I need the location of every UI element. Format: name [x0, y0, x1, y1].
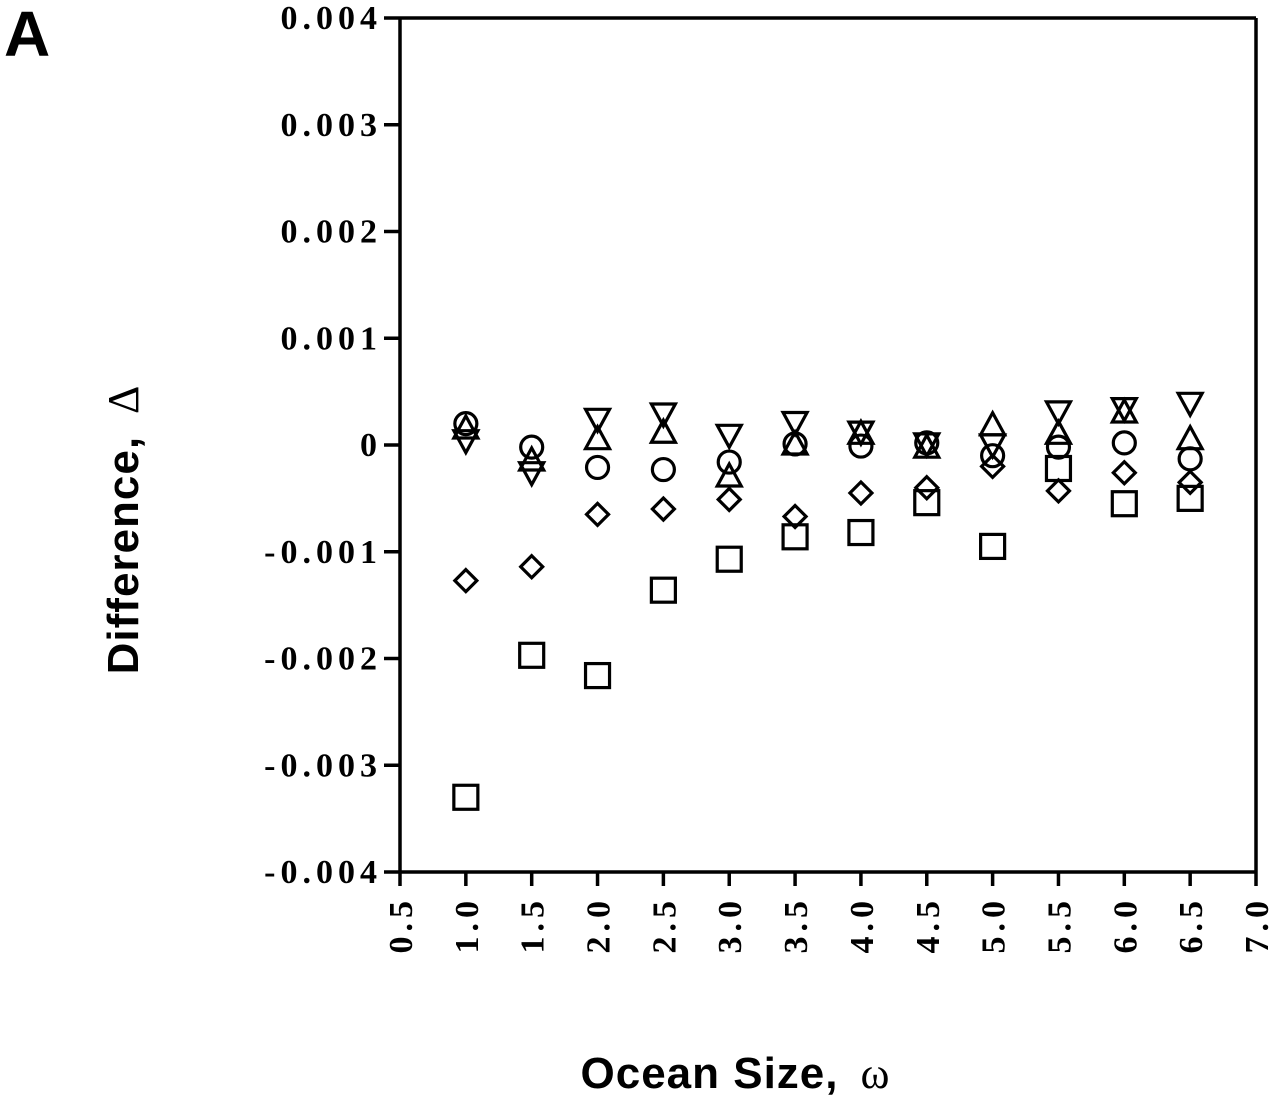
triangle-point — [977, 409, 1008, 437]
square-point — [781, 523, 809, 551]
circle-point — [1111, 430, 1137, 456]
x-tick-label: 2.5 — [646, 896, 683, 954]
x-axis-label: Ocean Size, — [581, 1049, 839, 1098]
inverted-triangle-point — [1109, 397, 1140, 424]
square-point — [715, 545, 743, 573]
triangle-point — [582, 423, 613, 451]
y-tick-label: -0.002 — [264, 641, 382, 678]
y-tick-label: 0.004 — [281, 0, 383, 37]
x-tick-label: 4.5 — [910, 896, 947, 954]
diamond-point — [847, 479, 875, 507]
square-point — [847, 518, 875, 547]
inverted-triangle-point — [1175, 391, 1205, 419]
x-axis-title: Ocean Size, ω — [581, 1049, 890, 1098]
circle-point — [650, 456, 676, 483]
triangle-point — [1175, 423, 1205, 451]
inverted-triangle-point — [582, 407, 613, 435]
circle-point — [980, 443, 1006, 469]
inverted-triangle-point — [648, 402, 679, 430]
square-point — [583, 661, 612, 690]
inverted-triangle-point — [846, 420, 876, 448]
data-points — [451, 391, 1205, 811]
circle-point — [1045, 434, 1072, 460]
circle-point — [716, 449, 742, 475]
y-tick-label: -0.001 — [264, 534, 382, 571]
circle-point — [519, 434, 545, 460]
svg-text:Ocean Size,ω: Ocean Size, ω — [581, 1049, 890, 1098]
diamond-point — [518, 553, 545, 580]
circle-point — [584, 454, 611, 481]
inverted-triangle-point — [714, 423, 744, 451]
inverted-triangle-point — [780, 410, 810, 438]
inverted-triangle-point — [977, 433, 1008, 461]
diamond-point — [715, 486, 743, 513]
y-tick-label: -0.004 — [264, 854, 382, 891]
inverted-triangle-point — [1043, 400, 1074, 428]
x-tick-label: 4.0 — [844, 896, 881, 954]
square-point — [1176, 484, 1204, 512]
x-tick-label: 6.5 — [1173, 896, 1210, 954]
x-tick-label: 3.5 — [778, 896, 815, 954]
x-tick-label: 2.0 — [581, 896, 618, 954]
series-inverted-triangle — [451, 391, 1205, 489]
x-tick-label: 0.5 — [383, 896, 420, 954]
square-point — [518, 641, 546, 669]
y-axis-ticks: 0.004 0.003 0.002 0.001 0 -0.001 -0.002 -0.003 -… — [264, 0, 400, 891]
diamond-point — [584, 501, 611, 528]
series-square — [452, 454, 1204, 811]
diamond-point — [781, 503, 809, 530]
diamond-point — [1176, 469, 1204, 496]
svg-text:Difference,Δ: Difference, Δ — [99, 386, 148, 675]
inverted-triangle-point — [451, 429, 481, 457]
circle-point — [1177, 446, 1203, 472]
inverted-triangle-point — [516, 461, 547, 489]
square-point — [1044, 454, 1073, 483]
diamond-point — [913, 474, 941, 501]
y-tick-label: 0.002 — [281, 214, 383, 251]
triangle-point — [451, 412, 481, 440]
x-axis-symbol: ω — [861, 1049, 890, 1098]
diamond-point — [1045, 477, 1072, 505]
x-tick-label: 7.0 — [1239, 896, 1276, 954]
x-tick-label: 6.0 — [1107, 896, 1144, 954]
x-tick-label: 5.5 — [1041, 896, 1078, 954]
triangle-point — [1043, 417, 1074, 445]
triangle-point — [714, 460, 744, 488]
y-tick-label: -0.003 — [264, 747, 382, 784]
square-point — [452, 783, 480, 811]
panel-label: A — [4, 0, 50, 70]
square-point — [1110, 490, 1138, 518]
diamond-point — [1111, 459, 1138, 487]
x-axis-ticks: 0.5 1.0 1.5 2.0 2.5 3.0 3.5 4.0 4.5 5.0 5.5 6.0 6.5 7… — [383, 872, 1276, 954]
y-tick-label: 0 — [360, 427, 382, 464]
circle-point — [848, 433, 874, 459]
x-tick-label: 1.0 — [449, 896, 486, 954]
diamond-point — [452, 567, 480, 594]
y-tick-label: 0.003 — [281, 107, 383, 144]
triangle-point — [516, 444, 547, 472]
series-circle — [453, 411, 1203, 483]
diamond-point — [650, 495, 677, 523]
square-point — [979, 532, 1007, 561]
series-triangle — [451, 396, 1205, 488]
y-axis-title: Difference, Δ — [99, 386, 148, 675]
triangle-point — [648, 416, 679, 444]
square-point — [649, 576, 677, 604]
triangle-point — [780, 428, 810, 456]
x-tick-label: 3.0 — [712, 896, 749, 954]
square-point — [913, 489, 941, 517]
triangle-point — [846, 417, 876, 445]
axes — [398, 16, 1258, 874]
x-tick-label: 1.5 — [515, 896, 552, 954]
y-axis-symbol: Δ — [99, 386, 148, 414]
y-tick-label: 0.001 — [281, 320, 383, 357]
x-tick-label: 5.0 — [976, 896, 1013, 954]
series-diamond — [452, 453, 1204, 594]
y-axis-label: Difference, — [99, 436, 148, 674]
inverted-triangle-point — [912, 432, 942, 460]
